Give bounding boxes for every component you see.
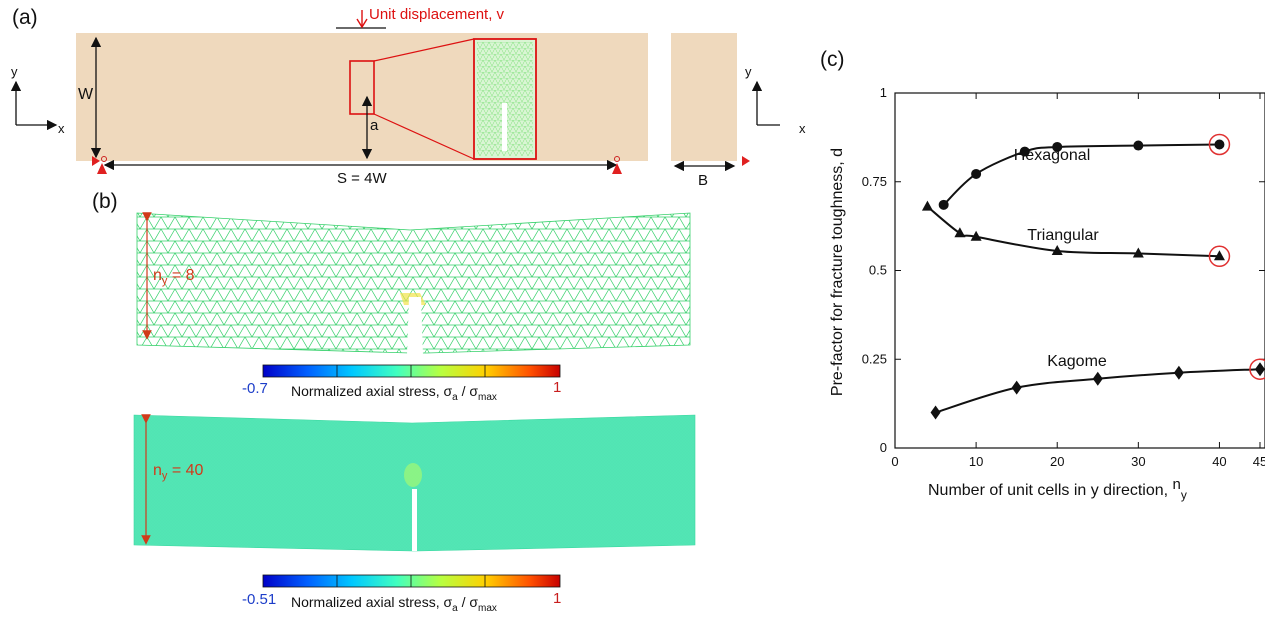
deformed-mesh-ny8: [136, 212, 691, 354]
data-point-hexagonal: [938, 199, 949, 210]
beam-specimen: [76, 33, 648, 161]
colorbar-1-max: 1: [553, 379, 562, 396]
data-point-kagome: [1092, 371, 1103, 386]
axis-y-label-right: y: [745, 64, 752, 79]
series-label-kagome: Kagome: [1047, 353, 1107, 370]
x-tick-label: 0: [891, 454, 898, 469]
y-tick-label: 0: [880, 440, 887, 455]
beam-side-view: [671, 33, 737, 161]
data-point-hexagonal: [1214, 139, 1225, 150]
data-point-kagome: [1173, 365, 1184, 380]
data-point-hexagonal: [1133, 140, 1144, 151]
data-point-kagome: [1011, 380, 1022, 395]
series-label-hexagonal: Hexagonal: [1014, 147, 1091, 164]
colorbar-1: [262, 364, 561, 378]
highlight-ring-hexagonal: [1208, 133, 1231, 156]
x-tick-label: 20: [1050, 454, 1064, 469]
load-label: Unit displacement, v: [369, 6, 505, 23]
panel-b-letter: (b): [92, 190, 118, 213]
colorbar-2-min: -0.51: [242, 591, 277, 608]
y-tick-label: 0.5: [869, 263, 887, 278]
panel-a-letter: (a): [12, 6, 38, 29]
y-tick-label: 0.25: [862, 351, 887, 366]
colorbar-1-min: -0.7: [242, 380, 268, 397]
height-label: W: [78, 86, 94, 103]
left-support: [97, 163, 107, 174]
colorbar-1-label: Normalized axial stress, σa / σmax: [291, 383, 497, 403]
panel-b-figure: [133, 212, 696, 588]
crack-label: a: [370, 117, 379, 134]
data-point-triangular: [954, 227, 966, 238]
data-point-triangular: [970, 230, 982, 241]
y-tick-label: 1: [880, 85, 887, 100]
y-tick-label: 0.75: [862, 174, 887, 189]
crack-ny40: [412, 489, 417, 551]
crack-slit: [502, 103, 507, 151]
ny8-label: ny = 8: [153, 267, 195, 288]
series-label-triangular: Triangular: [1027, 227, 1099, 244]
data-point-triangular: [921, 200, 933, 211]
thickness-label: B: [698, 172, 709, 189]
data-point-kagome: [1255, 362, 1265, 377]
data-point-kagome: [930, 405, 941, 420]
colorbar-2-label: Normalized axial stress, σa / σmax: [291, 594, 497, 614]
axis-x-label-left: x: [58, 121, 65, 136]
x-tick-label: 45: [1253, 454, 1265, 469]
colorbar-2-max: 1: [553, 590, 562, 607]
x-axis-label: Number of unit cells in y direction, ny: [928, 476, 1187, 502]
data-point-hexagonal: [971, 168, 982, 179]
panel-a-figure: [10, 10, 780, 174]
x-tick-label: 30: [1131, 454, 1145, 469]
data-point-hexagonal: [1019, 146, 1030, 157]
x-tick-label: 40: [1212, 454, 1226, 469]
span-label: S = 4W: [337, 170, 387, 187]
y-axis-label: Pre-factor for fracture toughness, d: [829, 148, 846, 396]
data-point-triangular: [1051, 244, 1063, 255]
fracture-toughness-chart: 0 10 20 30 40 45 0 0.25 0.5 0.75 1 Hexagonal Trian…: [829, 85, 1265, 502]
data-point-triangular: [1132, 247, 1144, 258]
highlight-ring-triangular: [1208, 245, 1231, 268]
colorbar-2: [262, 574, 561, 588]
x-tick-label: 10: [969, 454, 983, 469]
ny40-label: ny = 40: [153, 462, 204, 483]
data-point-triangular: [1213, 250, 1225, 261]
crack-ny8: [407, 297, 423, 355]
axis-y-label-left: y: [11, 64, 18, 79]
axis-x-label-right: x: [799, 121, 806, 136]
right-support: [612, 163, 622, 174]
panel-c-letter: (c): [820, 48, 845, 71]
data-point-hexagonal: [1052, 141, 1063, 152]
highlight-ring-kagome: [1249, 358, 1265, 380]
